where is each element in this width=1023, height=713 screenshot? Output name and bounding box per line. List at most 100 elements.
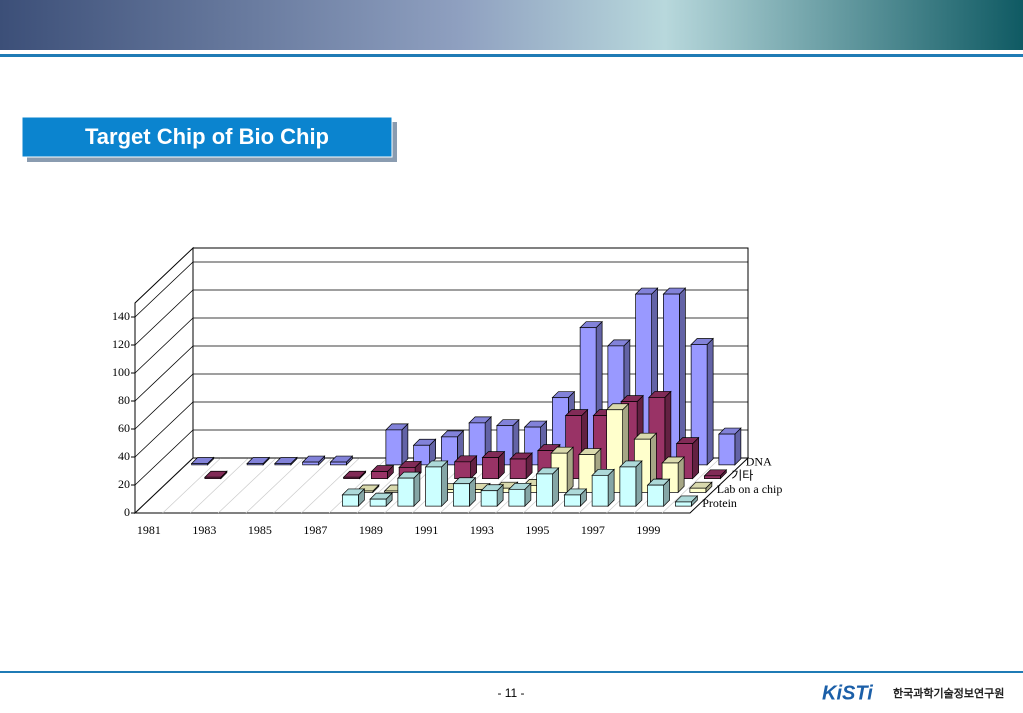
x-tick-label: 1993 [470, 523, 494, 537]
bar-front [482, 457, 499, 479]
page-number: - 11 - [497, 686, 524, 700]
bar-front [342, 494, 359, 507]
bar-side [552, 467, 559, 507]
bar [619, 460, 643, 507]
y-tick-label: 140 [112, 309, 130, 323]
bar-front [564, 494, 581, 507]
bar-front [690, 344, 708, 466]
x-tick-label: 1985 [248, 523, 272, 537]
y-tick-label: 100 [112, 365, 130, 379]
bar [563, 488, 588, 507]
bar-front [509, 458, 527, 479]
bar-side [441, 460, 448, 507]
bar [509, 452, 533, 480]
bar [453, 454, 478, 480]
bar-front [454, 461, 471, 479]
grid-line [134, 373, 748, 430]
bar-front [536, 473, 553, 507]
bar [190, 456, 215, 466]
bar-front [468, 422, 486, 466]
y-tick-label: 40 [118, 449, 130, 463]
bar [369, 492, 393, 507]
bar [480, 483, 504, 507]
floor-line [190, 457, 249, 514]
bar [550, 446, 574, 494]
legend-label: DNA [746, 455, 772, 469]
bar [689, 481, 713, 494]
bar [204, 470, 228, 480]
grid-line [134, 261, 748, 318]
bar-front [508, 488, 526, 507]
logo: KiSTi [822, 682, 873, 704]
bar-side [635, 460, 643, 507]
bar-front [425, 466, 442, 507]
bar [424, 460, 449, 507]
bar-side [401, 423, 409, 466]
bar [703, 468, 728, 480]
x-tick-label: 1981 [137, 523, 161, 537]
floor-line [273, 457, 332, 514]
bar-front [689, 487, 707, 493]
title: Target Chip of Bio Chip [85, 124, 329, 149]
y-tick-label: 80 [118, 393, 130, 407]
header-line [0, 54, 1023, 57]
bar-front [191, 463, 208, 466]
grid-line [134, 345, 748, 402]
title-box [21, 116, 393, 158]
bar-front [718, 433, 736, 466]
floor-line [662, 457, 721, 514]
grid-line [134, 317, 748, 374]
bar-front [397, 477, 415, 507]
bar-front [343, 476, 360, 479]
org-name: 한국과학기술정보연구원 [893, 686, 1004, 700]
y-tick-label: 0 [124, 505, 130, 519]
x-tick-label: 1995 [525, 523, 549, 537]
bar [591, 468, 615, 507]
bar [452, 476, 477, 507]
x-tick-label: 1983 [192, 523, 216, 537]
bar-side [692, 436, 699, 480]
bar-front [453, 483, 470, 507]
floor-line [218, 457, 277, 514]
bar [329, 455, 354, 466]
bar [481, 450, 506, 480]
floor-line [245, 457, 305, 514]
bar-front [480, 490, 498, 507]
header-gap [0, 50, 1023, 53]
bar-side [706, 337, 714, 466]
bar [301, 455, 326, 466]
header-banner [0, 0, 1023, 50]
bar-front [246, 463, 264, 466]
bar-front [371, 471, 388, 479]
bar-front [591, 474, 609, 507]
bar-front [647, 484, 664, 507]
bar [508, 482, 532, 507]
bar [718, 427, 742, 466]
bar-side [566, 446, 574, 494]
legend-label: 기타 [731, 468, 753, 482]
grid-line [134, 289, 748, 346]
chart: 1981 1983 1985 1987 1989 1991 1993 1995 1997 1999… [112, 246, 782, 537]
bar-front [274, 463, 292, 466]
bar [674, 495, 699, 507]
bar-front [385, 429, 403, 466]
legend-label: Protein [702, 496, 737, 510]
x-tick-label: 1997 [581, 523, 605, 537]
bar [646, 478, 671, 507]
footer-line [0, 671, 1023, 673]
y-tick-label: 60 [118, 421, 130, 435]
bar-front [441, 436, 458, 466]
bar [385, 423, 409, 466]
bar-front [675, 501, 692, 507]
y-tick-label: 20 [118, 477, 130, 491]
bar [342, 470, 367, 480]
bar [397, 471, 421, 507]
bar-front [330, 461, 347, 466]
x-tick-label: 1989 [359, 523, 383, 537]
bar-front [302, 461, 319, 466]
bar-front [704, 475, 721, 479]
bar [370, 464, 395, 480]
bar [246, 456, 270, 466]
bar [341, 488, 366, 507]
floor-line [162, 457, 221, 514]
